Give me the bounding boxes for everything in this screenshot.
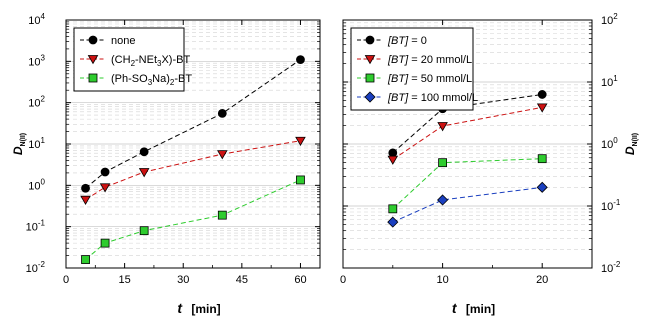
y-tick-label: 101 xyxy=(601,74,618,89)
data-point xyxy=(296,55,305,65)
legend-item: [BT] = 0 xyxy=(357,35,427,47)
legend-item: (CH2-NEt3X)-BT xyxy=(80,54,190,68)
legend-label: none xyxy=(111,35,135,47)
legend-label: (CH2-NEt3X)-BT xyxy=(111,54,190,68)
data-point xyxy=(437,194,449,206)
legend-marker xyxy=(364,55,376,65)
series-3 xyxy=(388,154,547,214)
legend-item: [BT] = 100 mmol/L xyxy=(357,91,478,104)
series-1 xyxy=(81,55,305,193)
data-point xyxy=(537,90,547,99)
legend: none (CH2-NEt3X)-BT (Ph-SO3Na)2-BT xyxy=(73,27,192,92)
data-point xyxy=(437,122,448,132)
x-axis-label: t [min] xyxy=(177,300,220,316)
series-line xyxy=(392,186,543,223)
y-tick-label: 102 xyxy=(601,12,618,27)
legend-item: [BT] = 20 mmol/L xyxy=(357,54,472,66)
data-point xyxy=(217,210,227,220)
legend-marker xyxy=(365,73,375,83)
data-point xyxy=(139,147,149,157)
series-line xyxy=(85,140,301,201)
data-point xyxy=(139,226,149,236)
legend-item: [BT] = 50 mmol/L xyxy=(357,73,472,85)
grid-lines xyxy=(66,21,320,256)
legend-marker xyxy=(88,73,98,83)
chart-left: 0 15 30 45 60 10-2 10-1 100 101 102 103 104 t [min] D… xyxy=(11,12,321,316)
legend-marker xyxy=(365,35,375,45)
x-tick-label: 0 xyxy=(340,274,346,286)
y-tick-label: 102 xyxy=(28,95,45,110)
data-point xyxy=(217,108,227,118)
data-point xyxy=(296,175,305,185)
series-2 xyxy=(80,136,306,205)
x-tick-label: 10 xyxy=(436,274,448,286)
data-point xyxy=(81,255,90,264)
data-point xyxy=(438,158,448,168)
data-point xyxy=(295,136,306,147)
legend-label: [BT] = 0 xyxy=(387,35,427,47)
data-point xyxy=(100,238,110,248)
y-tick-label: 10-2 xyxy=(26,260,46,275)
data-point xyxy=(536,181,548,193)
series-4 xyxy=(387,181,548,228)
x-tick-label: 15 xyxy=(118,274,130,286)
legend-label: [BT] = 50 mmol/L xyxy=(387,73,472,85)
y-tick-label: 104 xyxy=(28,12,45,27)
y-axis-label: DN(II) xyxy=(11,133,27,155)
data-point xyxy=(81,183,90,193)
x-tick-label: 0 xyxy=(63,274,69,286)
data-point xyxy=(536,103,548,113)
legend-marker xyxy=(87,55,99,65)
chart-right: 0 10 20 10-2 10-1 100 101 102 t [min] DN(II) [BT] … xyxy=(340,12,639,316)
data-point xyxy=(138,168,150,178)
legend-marker xyxy=(88,35,98,45)
x-tick-label: 20 xyxy=(536,274,548,286)
data-point xyxy=(388,204,398,214)
x-axis-label: t [min] xyxy=(452,300,495,316)
y-axis-label: DN(II) xyxy=(623,133,639,155)
data-point xyxy=(100,167,110,177)
y-tick-label: 101 xyxy=(28,136,45,151)
data-point xyxy=(537,154,547,164)
series-2 xyxy=(387,103,548,165)
legend-marker xyxy=(364,91,376,103)
x-tick-label: 30 xyxy=(177,274,189,286)
data-point xyxy=(80,195,91,205)
legend: [BT] = 0 [BT] = 20 mmol/L [BT] = 50 mmol/L… xyxy=(350,27,478,111)
series-line xyxy=(392,158,543,210)
legend-item: none xyxy=(80,35,135,47)
y-tick-label: 100 xyxy=(28,177,45,192)
data-point xyxy=(99,183,111,193)
y-tick-label: 103 xyxy=(28,53,45,68)
y-tick-label: 10-1 xyxy=(601,198,621,213)
series-3 xyxy=(81,175,305,264)
legend-item: (Ph-SO3Na)2-BT xyxy=(80,73,192,87)
legend-label: [BT] = 20 mmol/L xyxy=(387,54,472,66)
legend-label: (Ph-SO3Na)2-BT xyxy=(111,73,192,87)
data-point xyxy=(217,150,228,160)
legend-label: [BT] = 100 mmol/L xyxy=(387,92,478,104)
data-point xyxy=(387,155,399,165)
y-tick-label: 100 xyxy=(601,136,618,151)
x-tick-label: 60 xyxy=(294,274,306,286)
data-point xyxy=(388,148,398,158)
series-line xyxy=(392,106,543,161)
x-tick-label: 45 xyxy=(236,274,248,286)
y-tick-label: 10-1 xyxy=(26,219,46,234)
data-point xyxy=(387,216,399,228)
y-tick-label: 10-2 xyxy=(601,260,621,275)
series-line xyxy=(85,59,301,189)
